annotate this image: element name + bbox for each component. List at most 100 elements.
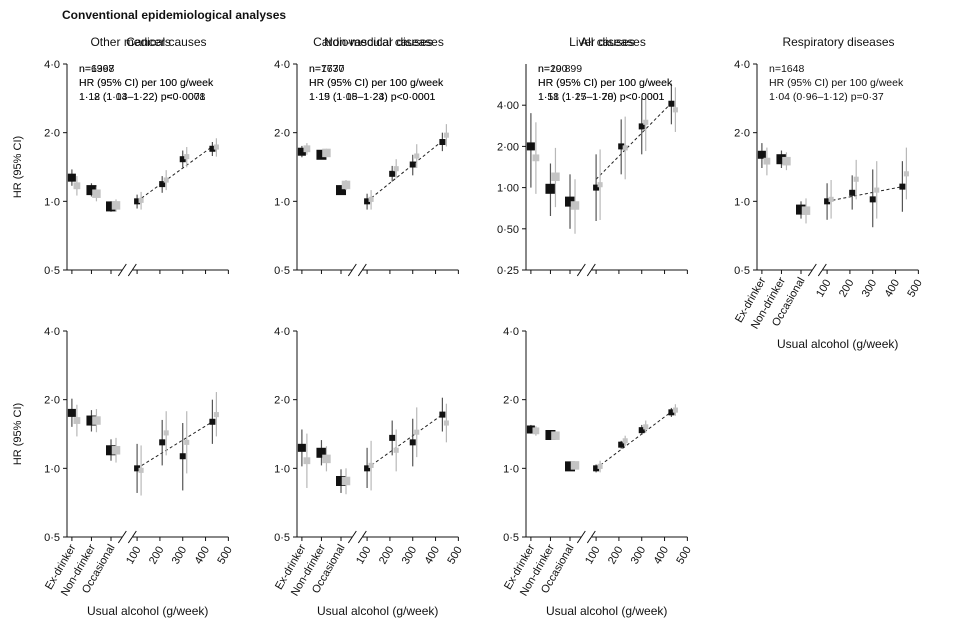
category-point-alt [73,182,81,190]
data-point [824,198,831,205]
y-tick-label: 2·0 [503,395,519,407]
data-point-alt [414,153,420,159]
category-point-alt [322,454,331,464]
category-point [565,461,576,472]
panel-1: Cancers n=6997 HR (95% CI) per 100 g/week 1… [12,35,229,277]
axis-break-mark [586,263,596,277]
x-tick-label: 500 [215,545,235,567]
axis-break-mark [127,530,137,544]
axis-break-mark [576,530,586,544]
category-point [796,204,807,215]
data-point-alt [443,132,449,138]
x-axis-label: Usual alcohol (g/week) [777,337,898,351]
x-tick-label: 400 [423,545,443,567]
trend-line [366,414,443,469]
data-point [209,145,216,152]
trend-line [366,140,443,202]
axis-break-mark [807,263,817,277]
data-point-alt [672,107,678,113]
data-point [364,465,371,472]
trend-line [136,146,213,202]
category-point-alt [532,427,540,435]
panel-hr-label: HR (95% CI) per 100 g/week [538,77,673,89]
y-tick-label: 1·0 [274,463,290,475]
panel-n: n=1368 [79,63,114,75]
y-tick-label: 4·0 [44,326,60,338]
panel-title: Liver diseases [569,35,646,49]
data-point [899,183,906,190]
y-tick-label: 0·5 [734,265,750,277]
y-tick-label: 1·0 [44,196,60,208]
x-tick-label: 200 [377,545,397,567]
axis-break-mark [357,263,367,277]
category-point-alt [111,446,121,455]
axis-break-mark [117,530,127,544]
category-point [86,415,97,426]
y-tick-label: 1·0 [734,196,750,208]
category-point-alt [303,145,311,153]
data-point-alt [184,439,190,445]
category-point [106,201,117,212]
y-tick-label: 2·0 [734,128,750,140]
panel-title: Cardiovascular diseases [313,35,444,49]
x-tick-label: 200 [837,278,857,300]
panel-4: Respiratory diseases n=1648 HR (95% CI) pe… [733,35,925,351]
x-tick-label: 300 [629,545,649,567]
panel-n: n=1648 [769,63,804,75]
data-point [159,439,166,446]
data-point [439,411,446,418]
category-point-alt [92,189,101,198]
data-point [668,409,675,416]
data-point [134,465,141,472]
data-point [159,181,166,188]
axis-break-mark [576,263,586,277]
category-point [545,183,556,194]
panel-title: Non-medical causes [324,35,433,49]
category-point [565,196,576,207]
data-point [638,427,645,434]
x-tick-label: 100 [124,545,144,567]
data-point [134,198,141,205]
data-point [209,418,216,425]
data-point-alt [213,144,219,150]
data-point [389,170,396,177]
category-point [526,142,535,151]
data-point [618,143,625,150]
category-point-alt [322,148,331,158]
category-point-alt [782,156,791,166]
axis-break-mark [127,263,137,277]
trend-line [595,411,672,469]
category-point [86,185,97,196]
data-point-alt [903,171,909,177]
category-point-alt [801,206,811,215]
category-point-alt [341,476,351,486]
category-point [526,425,535,434]
data-point [593,465,600,472]
panel-hr-value: 1·12 (1·03–1·22) p=0·0078 [79,91,206,103]
data-point-alt [393,166,399,172]
x-tick-label: 300 [170,545,190,567]
x-tick-label: 300 [860,278,880,300]
y-tick-label: 1·0 [503,463,519,475]
category-point-alt [303,457,311,465]
data-point [869,196,876,203]
y-axis-label: HR (95% CI) [12,403,24,465]
y-tick-label: 4·00 [497,100,519,112]
trend-line [136,421,213,469]
category-point-alt [341,180,351,190]
x-tick-label: 400 [652,545,672,567]
y-tick-label: 0·25 [497,265,519,277]
data-point-alt [393,447,399,453]
data-point-alt [597,463,603,469]
y-tick-label: 0·5 [44,265,60,277]
category-point [297,443,306,452]
data-point-alt [138,197,144,203]
y-tick-label: 4·0 [734,59,750,71]
trend-line [595,102,672,180]
panel-hr-label: HR (95% CI) per 100 g/week [79,77,214,89]
y-tick-label: 2·0 [274,128,290,140]
x-tick-label: 500 [445,545,465,567]
x-axis-label: Usual alcohol (g/week) [317,604,438,618]
panel-hr-value: 1·19 (1·15–1·24) p<0·0001 [309,91,436,103]
